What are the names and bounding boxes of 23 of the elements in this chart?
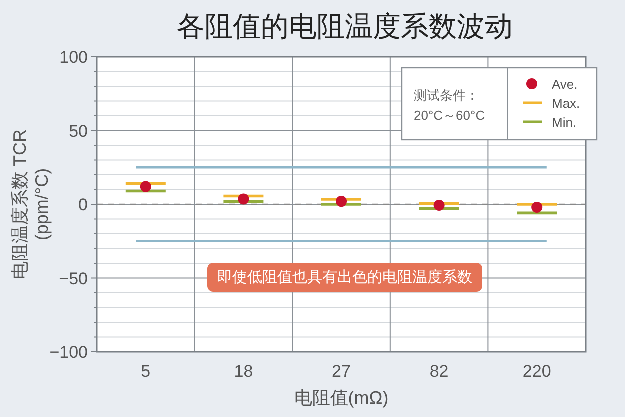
x-axis-title: 电阻值(mΩ) [294,388,389,408]
x-tick-label: 27 [332,362,351,381]
annotation: 即使低阻值也具有出色的电阻温度系数 [218,269,472,286]
x-tick-label: 18 [234,362,254,381]
chart-title: 各阻值的电阻温度系数波动 [177,11,513,42]
legend-title: 测试条件： 20°C～60°C [414,88,486,123]
x-tick-label: 220 [522,362,552,381]
point [238,194,250,205]
x-tick-label: 82 [430,362,449,381]
y-tick-label: −50 [59,269,88,288]
legend-label: Min. [552,115,577,130]
y-axis-title: 电阻温度系数 TCR (ppm/°C) [10,130,52,280]
legend-label: Ave. [552,77,578,92]
y-tick-label: −100 [50,343,88,362]
y-tick-label: 0 [78,196,88,214]
y-tick-label: 100 [60,48,88,67]
y-tick-label: 50 [69,122,88,141]
point [336,196,347,208]
point [140,181,152,192]
point [434,200,445,212]
x-tick-label: 5 [141,362,151,381]
point [532,202,543,213]
legend-label: Max. [552,96,580,111]
